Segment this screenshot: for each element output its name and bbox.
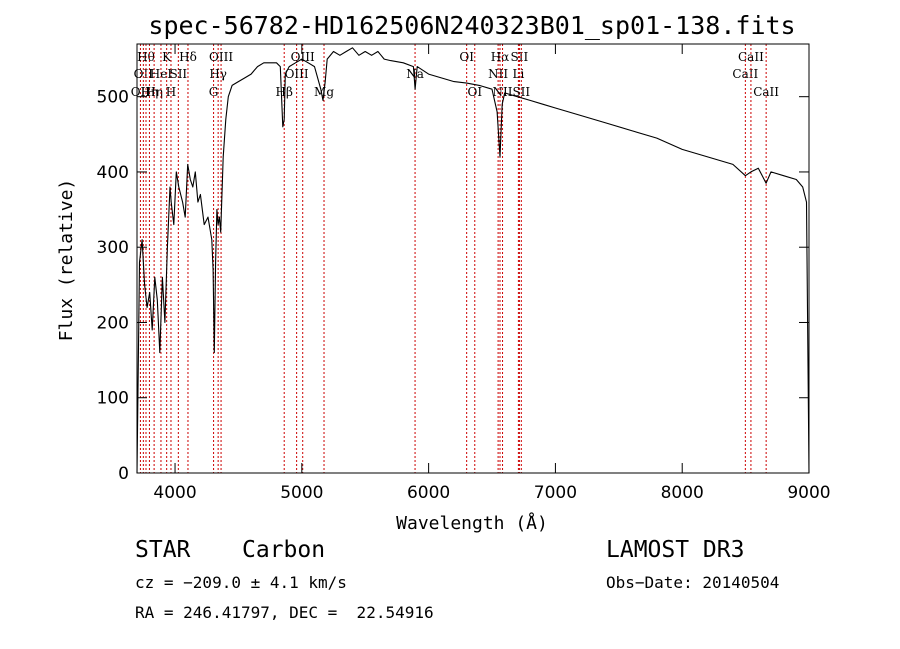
- line-marker-label-20: NII: [488, 67, 508, 81]
- line-marker-label-10: G: [209, 85, 219, 99]
- x-tick-label-5: 9000: [787, 483, 830, 503]
- coords-readout: RA = 246.41797, DEC = 22.54916: [135, 603, 434, 622]
- x-tick-label-1: 5000: [280, 483, 323, 503]
- line-marker-label-26: CaII: [732, 67, 758, 81]
- spectrum-series: [136, 47, 810, 474]
- line-marker-label-0: OII: [131, 85, 151, 99]
- chart-title: spec-56782-HD162506N240323B01_sp01-138.f…: [148, 11, 795, 40]
- line-markers: OIIOIIHθHηHηHeIKHSIIHδGHγOIIIHβOIIIOIIIM…: [131, 44, 779, 473]
- x-tick-label-0: 4000: [153, 483, 196, 503]
- cz-readout: cz = −209.0 ± 4.1 km/s: [135, 573, 347, 592]
- y-tick-label-3: 300: [97, 238, 129, 258]
- line-marker-label-25: SII: [512, 85, 530, 99]
- spectrum-chart: spec-56782-HD162506N240323B01_sp01-138.f…: [56, 11, 831, 534]
- line-marker-label-22: NII: [493, 85, 513, 99]
- y-tick-label-5: 500: [97, 88, 129, 108]
- line-marker-label-19: OI: [467, 85, 482, 99]
- x-axis-ticks: 4000 5000 6000 7000 8000 9000: [153, 44, 831, 503]
- line-marker-label-13: Hβ: [276, 85, 293, 99]
- line-marker-label-6: K: [162, 50, 172, 64]
- line-marker-label-28: CaII: [753, 85, 779, 99]
- y-tick-label-2: 200: [97, 313, 129, 333]
- line-marker-label-17: Na: [406, 67, 424, 81]
- line-marker-label-9: Hδ: [179, 50, 197, 64]
- line-marker-label-7: H: [166, 85, 176, 99]
- y-axis-label: Flux (relative): [56, 179, 77, 342]
- x-tick-label-4: 8000: [661, 483, 704, 503]
- line-marker-label-8: SII: [169, 67, 187, 81]
- class-label: STAR: [135, 537, 191, 563]
- y-axis-ticks: 0 100 200 300 400 500: [97, 88, 809, 484]
- x-axis-label: Wavelength (Å): [396, 512, 548, 534]
- line-marker-label-21: Hα: [491, 50, 510, 64]
- line-marker-label-23: Li: [512, 67, 524, 81]
- y-tick-label-1: 100: [97, 389, 129, 409]
- spectrum-line-0: [136, 47, 810, 474]
- line-marker-label-24: SII: [511, 50, 529, 64]
- line-marker-label-4: Hη: [145, 85, 163, 99]
- line-marker-label-18: OI: [459, 50, 474, 64]
- obs-date: Obs−Date: 20140504: [606, 573, 780, 592]
- line-marker-label-15: OIII: [291, 50, 315, 64]
- line-marker-label-2: Hθ: [137, 50, 155, 64]
- survey-label: LAMOST DR3: [606, 537, 745, 563]
- line-marker-label-11: Hγ: [209, 67, 227, 81]
- x-tick-label-2: 6000: [407, 483, 450, 503]
- line-marker-label-12: OIII: [209, 50, 233, 64]
- y-tick-label-0: 0: [118, 464, 129, 484]
- y-tick-label-4: 400: [97, 163, 129, 183]
- line-marker-label-1: OII: [134, 67, 154, 81]
- subclass-label: Carbon: [242, 537, 326, 563]
- x-tick-label-3: 7000: [534, 483, 577, 503]
- line-marker-label-27: CaII: [738, 50, 764, 64]
- plot-frame: [136, 43, 810, 474]
